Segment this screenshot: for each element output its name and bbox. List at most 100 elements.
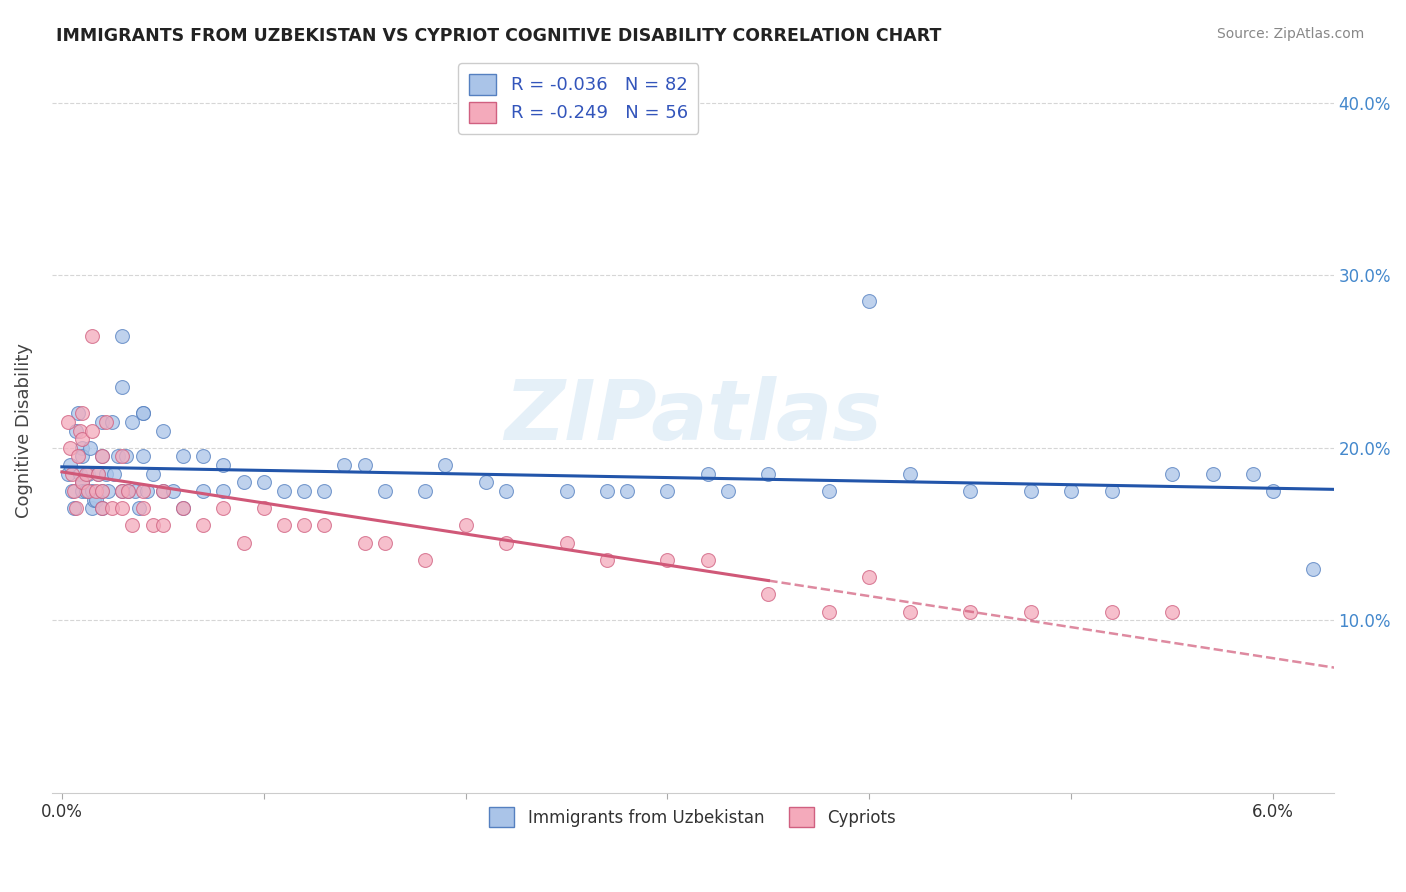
- Point: [69, 467, 91, 481]
- Point: [596, 553, 619, 567]
- Point: [353, 535, 375, 549]
- Point: [162, 483, 184, 498]
- Point: [82, 424, 104, 438]
- Point: [1302, 561, 1324, 575]
- Point: [84, 483, 107, 498]
- Point: [87, 467, 110, 481]
- Point: [1019, 483, 1042, 498]
- Point: [111, 328, 134, 343]
- Point: [121, 415, 143, 429]
- Point: [91, 415, 114, 429]
- Point: [152, 424, 174, 438]
- Point: [115, 450, 138, 464]
- Point: [152, 483, 174, 498]
- Point: [124, 483, 146, 498]
- Point: [212, 458, 235, 472]
- Point: [63, 501, 86, 516]
- Point: [82, 501, 104, 516]
- Point: [101, 501, 124, 516]
- Point: [555, 483, 578, 498]
- Point: [959, 483, 981, 498]
- Point: [60, 483, 83, 498]
- Point: [1261, 483, 1284, 498]
- Point: [1241, 467, 1264, 481]
- Y-axis label: Cognitive Disability: Cognitive Disability: [15, 343, 32, 518]
- Point: [191, 518, 214, 533]
- Point: [111, 450, 134, 464]
- Point: [657, 483, 679, 498]
- Point: [1161, 605, 1184, 619]
- Point: [131, 406, 153, 420]
- Point: [63, 483, 86, 498]
- Point: [413, 553, 436, 567]
- Point: [91, 483, 114, 498]
- Point: [91, 450, 114, 464]
- Point: [858, 294, 880, 309]
- Point: [253, 475, 276, 490]
- Point: [135, 483, 157, 498]
- Text: IMMIGRANTS FROM UZBEKISTAN VS CYPRIOT COGNITIVE DISABILITY CORRELATION CHART: IMMIGRANTS FROM UZBEKISTAN VS CYPRIOT CO…: [56, 27, 942, 45]
- Point: [70, 450, 93, 464]
- Point: [152, 483, 174, 498]
- Point: [495, 535, 517, 549]
- Point: [107, 450, 129, 464]
- Point: [1161, 467, 1184, 481]
- Point: [596, 483, 619, 498]
- Text: ZIPatlas: ZIPatlas: [503, 376, 882, 457]
- Point: [374, 483, 396, 498]
- Point: [111, 483, 134, 498]
- Point: [60, 467, 83, 481]
- Point: [65, 424, 87, 438]
- Point: [152, 518, 174, 533]
- Point: [413, 483, 436, 498]
- Point: [212, 483, 235, 498]
- Point: [70, 483, 93, 498]
- Point: [1101, 483, 1123, 498]
- Point: [111, 380, 134, 394]
- Point: [83, 492, 105, 507]
- Point: [96, 467, 118, 481]
- Point: [56, 467, 79, 481]
- Point: [696, 467, 718, 481]
- Point: [475, 475, 498, 490]
- Point: [97, 483, 120, 498]
- Point: [172, 450, 194, 464]
- Point: [131, 406, 153, 420]
- Point: [232, 535, 254, 549]
- Point: [454, 518, 477, 533]
- Point: [818, 483, 841, 498]
- Point: [1019, 605, 1042, 619]
- Point: [103, 467, 125, 481]
- Point: [1101, 605, 1123, 619]
- Point: [117, 483, 139, 498]
- Point: [898, 467, 921, 481]
- Point: [131, 501, 153, 516]
- Point: [111, 501, 134, 516]
- Point: [70, 406, 93, 420]
- Point: [212, 501, 235, 516]
- Point: [1201, 467, 1223, 481]
- Point: [758, 587, 780, 601]
- Point: [87, 467, 110, 481]
- Point: [1060, 483, 1083, 498]
- Point: [82, 483, 104, 498]
- Point: [696, 553, 718, 567]
- Point: [69, 424, 91, 438]
- Point: [273, 518, 295, 533]
- Point: [91, 501, 114, 516]
- Point: [314, 483, 336, 498]
- Point: [858, 570, 880, 584]
- Point: [70, 475, 93, 490]
- Point: [959, 605, 981, 619]
- Point: [314, 518, 336, 533]
- Point: [77, 467, 100, 481]
- Point: [82, 328, 104, 343]
- Legend: Immigrants from Uzbekistan, Cypriots: Immigrants from Uzbekistan, Cypriots: [481, 799, 904, 835]
- Point: [117, 483, 139, 498]
- Point: [758, 467, 780, 481]
- Point: [616, 483, 638, 498]
- Point: [273, 483, 295, 498]
- Point: [818, 605, 841, 619]
- Point: [65, 501, 87, 516]
- Point: [91, 450, 114, 464]
